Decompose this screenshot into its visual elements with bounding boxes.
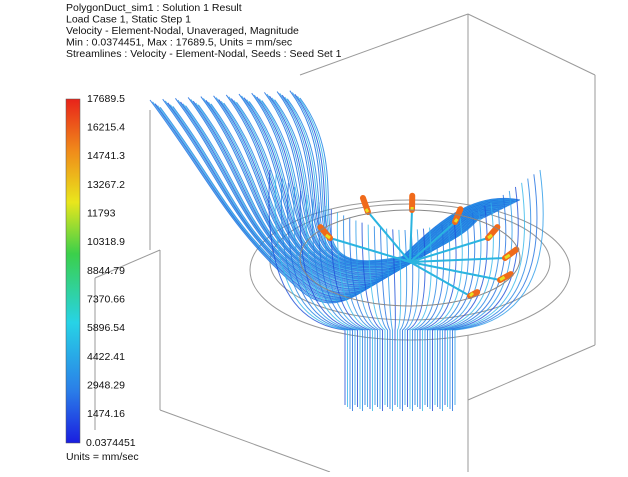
legend-label: 11793 <box>87 207 116 219</box>
header-line: PolygonDuct_sim1 : Solution 1 Result <box>66 2 242 14</box>
legend-label: 16215.4 <box>87 121 125 133</box>
legend-label: 14741.3 <box>87 150 125 162</box>
streamline-jet <box>366 209 368 212</box>
legend-label: 2948.29 <box>87 379 125 391</box>
header: PolygonDuct_sim1 : Solution 1 ResultLoad… <box>66 2 342 60</box>
header-line: Velocity - Element-Nodal, Unaveraged, Ma… <box>66 25 299 37</box>
legend-label: 8844.79 <box>87 265 125 277</box>
header-line: Load Case 1, Static Step 1 <box>66 13 191 25</box>
streamlines <box>150 91 543 411</box>
legend-label: 10318.9 <box>87 236 125 248</box>
legend-label: 5896.54 <box>87 322 125 334</box>
color-bar <box>66 99 80 443</box>
streamline <box>350 218 378 407</box>
legend-label: 1474.16 <box>87 408 125 420</box>
streamline-jet <box>455 219 457 222</box>
streamline <box>272 98 487 266</box>
legend-label: 13267.2 <box>87 179 125 191</box>
header-line: Min : 0.0374451, Max : 17689.5, Units = … <box>66 36 292 48</box>
legend-units: Units = mm/sec <box>66 451 139 463</box>
streamline <box>206 100 505 285</box>
legend-label: 7370.66 <box>87 293 125 305</box>
legend-label: 17689.5 <box>87 93 125 105</box>
header-line: Streamlines : Velocity - Element-Nodal, … <box>66 48 342 60</box>
streamline-jet <box>470 293 473 296</box>
streamline <box>216 98 502 282</box>
streamline <box>393 229 396 405</box>
legend-label: 4422.41 <box>87 351 125 363</box>
legend-label: 0.0374451 <box>86 437 136 449</box>
